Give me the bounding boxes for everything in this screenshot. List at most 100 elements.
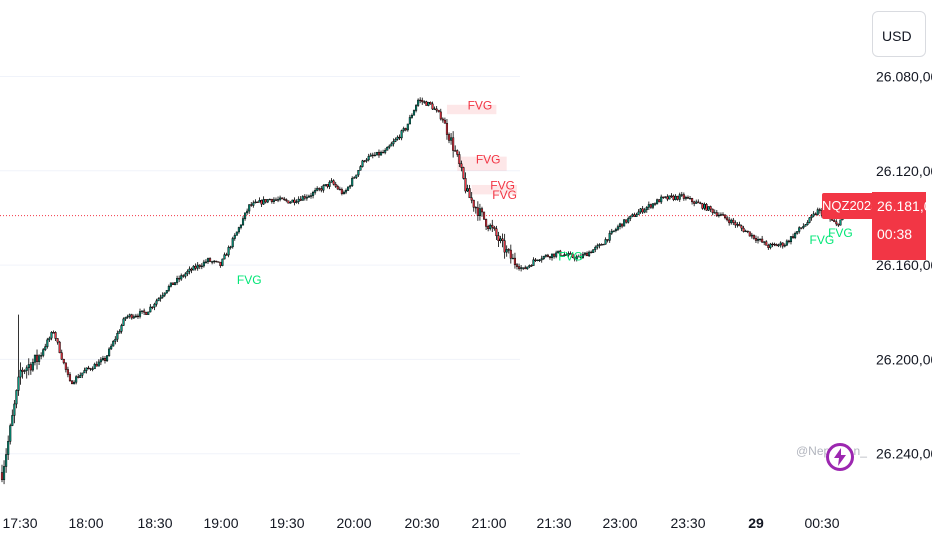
- candle-body: [614, 229, 617, 232]
- price-axis[interactable]: 26.240,00 26.200,00 26.160,00 26.120,00 26.0…: [876, 69, 932, 462]
- candle-body: [357, 170, 360, 176]
- candle-body: [616, 226, 619, 230]
- candle-body: [814, 213, 817, 215]
- candle-body: [188, 268, 191, 272]
- candle-body: [808, 217, 811, 223]
- candle-body: [233, 235, 236, 239]
- bearish-fvg-zone: [471, 184, 517, 195]
- candle-body: [728, 219, 731, 224]
- bearish-fvg-zone: [446, 104, 497, 115]
- candle-body: [699, 202, 702, 204]
- candle-body: [682, 194, 685, 199]
- candle-body: [423, 101, 426, 103]
- candle-body: [831, 218, 834, 221]
- candle-body: [445, 123, 449, 135]
- lightning-icon[interactable]: [826, 443, 854, 471]
- candle-body: [705, 204, 708, 211]
- candle-body: [583, 252, 587, 255]
- candle-body: [151, 306, 154, 309]
- candle-body: [810, 215, 813, 219]
- candle-body: [44, 346, 47, 350]
- candle-body: [384, 150, 387, 153]
- time-tick-label: 18:00: [68, 515, 103, 531]
- currency-button[interactable]: USD: [872, 11, 926, 57]
- candle-body: [571, 253, 574, 258]
- candle-body: [752, 234, 755, 239]
- candle-body: [334, 183, 337, 187]
- candle-body: [532, 259, 535, 266]
- candle-body: [390, 143, 393, 147]
- candle-body: [544, 254, 547, 257]
- candle-body: [11, 415, 14, 426]
- candle-body: [606, 239, 609, 241]
- candle-body: [206, 258, 210, 263]
- candle-body: [633, 214, 636, 217]
- candle-body: [676, 195, 679, 200]
- candle-body: [536, 259, 539, 261]
- candle-body: [248, 204, 251, 212]
- candle-body: [526, 266, 529, 270]
- candle-body: [254, 201, 257, 204]
- candle-body: [373, 154, 376, 157]
- candle-body: [159, 296, 162, 299]
- candle-body: [404, 128, 407, 131]
- candle-body: [149, 306, 152, 313]
- candle-body: [114, 338, 117, 342]
- candle-body: [493, 226, 496, 230]
- candle-body: [590, 251, 593, 254]
- candle-body: [454, 150, 457, 152]
- candle-body: [93, 363, 96, 370]
- candle-body: [138, 311, 142, 317]
- candle-body: [637, 211, 640, 216]
- candle-body: [649, 204, 652, 208]
- candle-body: [569, 253, 572, 255]
- candle-body: [29, 364, 32, 371]
- candle-body: [276, 199, 280, 201]
- candle-body: [491, 224, 494, 228]
- candle-body: [70, 380, 74, 385]
- candle-body: [618, 223, 622, 227]
- time-axis[interactable]: 17:30 18:00 18:30 19:00 19:30 20:00 20:30 21:00…: [2, 515, 839, 531]
- candle-body: [97, 361, 100, 367]
- candle-body: [415, 105, 418, 111]
- candle-body: [435, 108, 438, 111]
- candle-body: [754, 238, 758, 241]
- candle-body: [522, 267, 525, 269]
- candle-body: [336, 186, 339, 190]
- candle-body: [68, 374, 72, 382]
- candle-body: [736, 224, 739, 226]
- candle-body: [338, 188, 341, 191]
- candle-body: [610, 230, 613, 234]
- candle-body: [693, 201, 696, 204]
- candle-body: [742, 227, 745, 232]
- candle-body: [180, 275, 183, 280]
- candle-body: [787, 240, 790, 243]
- candle-body: [375, 151, 378, 156]
- candle-body: [285, 199, 288, 201]
- candle-body: [231, 238, 234, 248]
- candle-body: [270, 198, 273, 202]
- candle-body: [658, 199, 661, 203]
- candle-body: [134, 315, 137, 318]
- candle-body: [35, 354, 39, 362]
- candle-body: [9, 425, 12, 442]
- candle-body: [367, 156, 370, 161]
- time-tick-label: 19:00: [203, 515, 238, 531]
- candle-body: [305, 196, 308, 199]
- candle-body: [767, 245, 770, 248]
- candle-body: [802, 226, 805, 229]
- candle-body: [382, 151, 385, 154]
- candle-body: [462, 167, 465, 179]
- candle-body: [647, 204, 650, 208]
- candle-body: [62, 358, 65, 364]
- candle-body: [330, 180, 333, 183]
- candle-body: [419, 99, 422, 102]
- candle-body: [116, 333, 119, 340]
- candle-body: [0, 472, 4, 480]
- candle-body: [804, 224, 807, 227]
- candle-body: [369, 154, 372, 157]
- candle-body: [639, 208, 642, 213]
- candle-body: [122, 318, 125, 326]
- candle-body: [577, 255, 580, 258]
- candle-body: [118, 331, 121, 334]
